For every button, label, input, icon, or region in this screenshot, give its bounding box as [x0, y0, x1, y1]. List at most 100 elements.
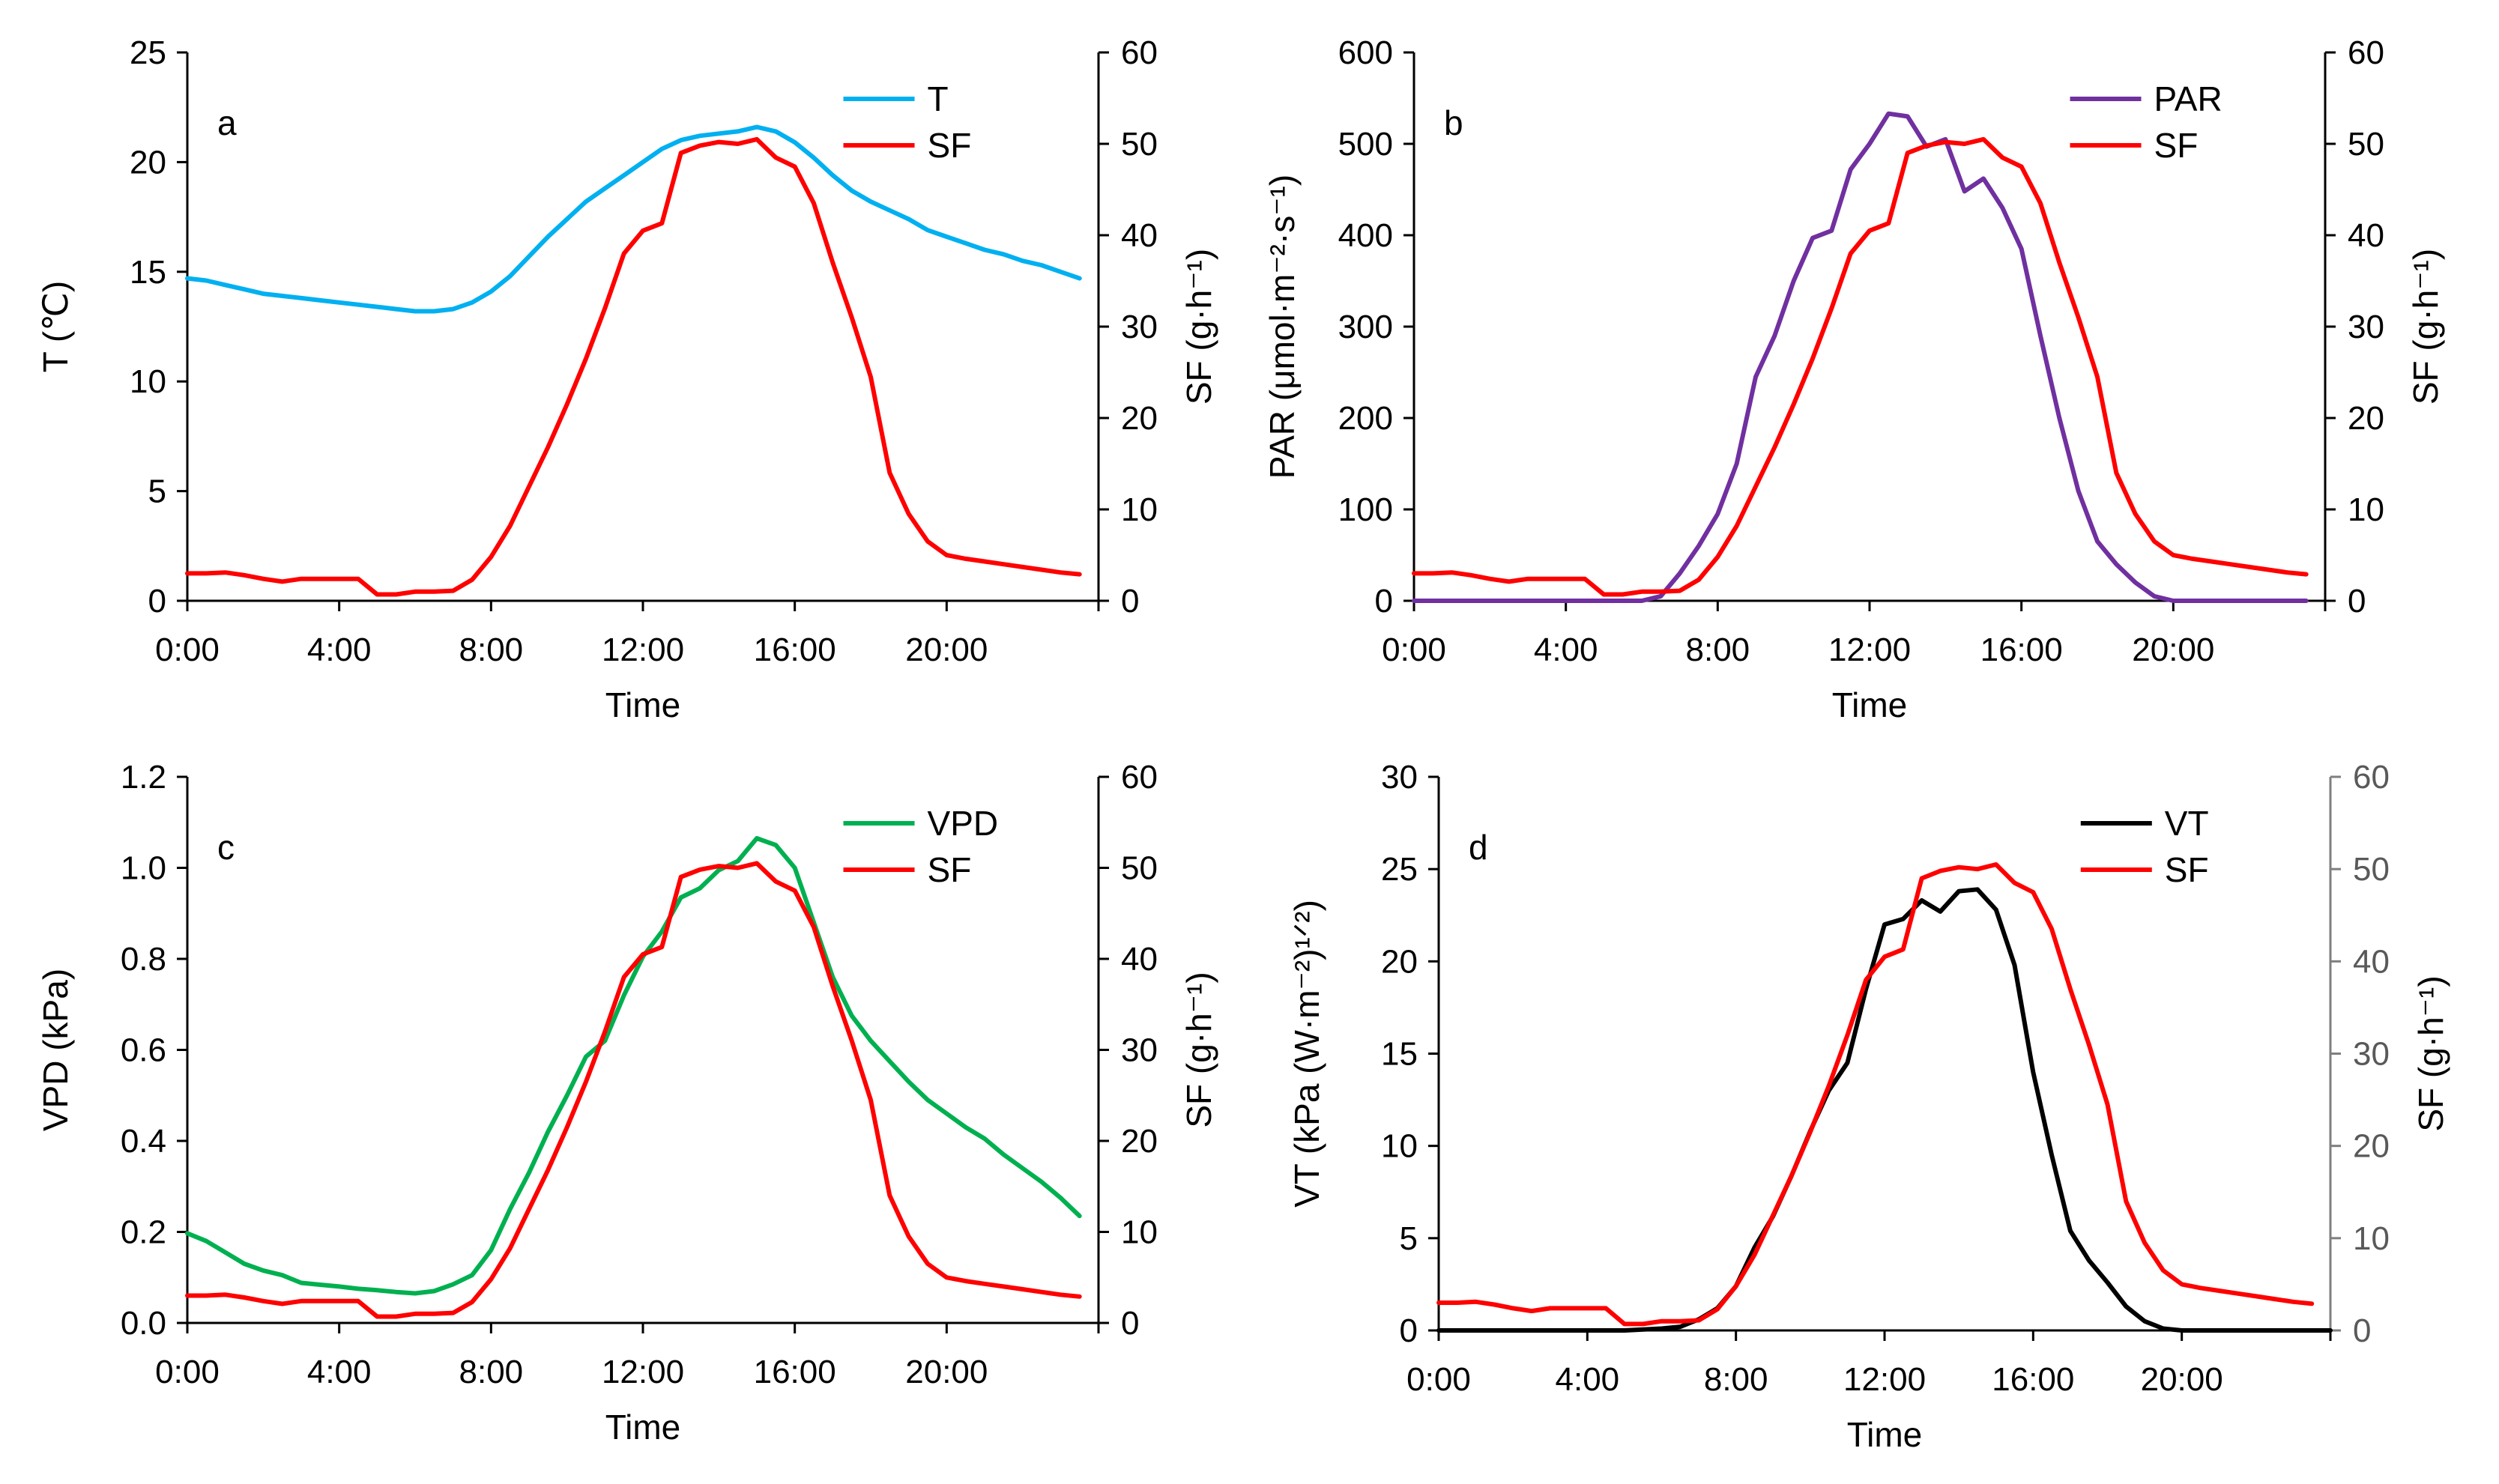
y-right-tick-label: 10: [2348, 491, 2384, 528]
y-right-tick-label: 50: [2348, 126, 2384, 163]
y-right-tick-label: 0: [2353, 1312, 2371, 1349]
y-right-tick-label: 10: [1121, 1214, 1158, 1251]
x-axis-title: Time: [1832, 685, 1908, 724]
legend-label-sf: SF: [928, 126, 972, 165]
x-tick-label: 16:00: [754, 1354, 836, 1390]
series-line-sf: [1436, 862, 2315, 1327]
y-right-tick-label: 20: [2348, 400, 2384, 437]
y-left-axis-title: VT (kPa (W·m⁻²)¹ᐟ²): [1287, 900, 1326, 1208]
y-left-tick-label: 0.6: [121, 1032, 166, 1069]
y-left-tick-label: 0: [1400, 1312, 1418, 1349]
x-tick-label: 4:00: [307, 632, 372, 668]
y-left-tick-label: 0.2: [121, 1214, 166, 1251]
series-line-sf: [185, 861, 1082, 1319]
y-right-tick-label: 60: [1121, 34, 1158, 71]
y-left-tick-label: 0: [148, 583, 166, 620]
x-tick-label: 12:00: [602, 1354, 684, 1390]
y-left-tick-label: 10: [1381, 1128, 1418, 1165]
x-tick-label: 8:00: [1686, 632, 1750, 668]
x-tick-label: 4:00: [1534, 632, 1598, 668]
y-right-tick-label: 30: [2348, 309, 2384, 345]
y-right-tick-label: 0: [2348, 583, 2366, 620]
y-right-tick-label: 40: [2348, 217, 2384, 254]
y-left-tick-label: 1.0: [121, 850, 166, 887]
y-right-tick-label: 0: [1121, 1305, 1139, 1342]
y-right-tick-label: 60: [2348, 34, 2384, 71]
y-right-tick-label: 30: [1121, 1032, 1158, 1069]
panel-letter: b: [1444, 103, 1463, 142]
series-line-sf: [1412, 136, 2309, 597]
y-left-tick-label: 400: [1338, 217, 1393, 254]
x-tick-label: 0:00: [155, 632, 220, 668]
y-left-tick-label: 500: [1338, 126, 1393, 163]
y-right-tick-label: 50: [1121, 126, 1158, 163]
y-left-tick-label: 30: [1381, 759, 1418, 796]
x-tick-label: 8:00: [459, 1354, 524, 1390]
y-left-tick-label: 20: [1381, 943, 1418, 980]
y-right-tick-label: 0: [1121, 583, 1139, 620]
y-left-tick-label: 25: [130, 34, 166, 71]
y-right-tick-label: 20: [1121, 400, 1158, 437]
y-left-tick-label: 600: [1338, 34, 1393, 71]
series-line-vpd: [185, 836, 1082, 1296]
x-tick-label: 12:00: [1843, 1361, 1926, 1398]
y-left-tick-label: 25: [1381, 851, 1418, 888]
series-line-t: [185, 124, 1082, 314]
x-tick-label: 20:00: [2132, 632, 2214, 668]
y-right-tick-label: 40: [1121, 941, 1158, 978]
y-left-tick-label: 0.8: [121, 941, 166, 978]
legend-label-sf: SF: [2165, 850, 2209, 889]
panel-d: 0:00 4:00 8:00 12:00 16:00 20:00 0 5 10 15 20 25 30 0…: [1287, 759, 2450, 1454]
y-right-tick-label: 20: [2353, 1128, 2390, 1165]
y-right-tick-label: 60: [2353, 759, 2390, 796]
x-tick-label: 12:00: [602, 632, 684, 668]
y-right-tick-label: 50: [1121, 850, 1158, 887]
panel-letter: d: [1469, 828, 1488, 867]
y-right-tick-label: 40: [2353, 943, 2390, 980]
y-right-tick-label: 30: [1121, 309, 1158, 345]
legend-label-vt: VT: [2165, 804, 2209, 843]
y-left-tick-label: 0.0: [121, 1305, 166, 1342]
panel-letter: c: [217, 828, 235, 867]
legend-label-sf: SF: [2154, 126, 2199, 165]
x-tick-label: 16:00: [1980, 632, 2063, 668]
y-left-tick-label: 10: [130, 363, 166, 400]
panel-c: 0:00 4:00 8:00 12:00 16:00 20:00 0.0 0.2 0.4 0.6 0…: [36, 759, 1218, 1447]
panel-letter: a: [217, 103, 237, 142]
x-tick-label: 20:00: [905, 632, 988, 668]
x-axis-title: Time: [605, 1408, 681, 1447]
y-left-tick-label: 5: [148, 473, 166, 510]
y-right-axis-title: SF (g·h⁻¹): [2406, 249, 2445, 405]
legend-label-t: T: [928, 79, 949, 118]
y-right-tick-label: 50: [2353, 851, 2390, 888]
x-tick-label: 0:00: [155, 1354, 220, 1390]
y-right-axis-title: SF (g·h⁻¹): [1179, 249, 1218, 405]
y-left-tick-label: 15: [1381, 1036, 1418, 1073]
y-left-tick-label: 5: [1400, 1220, 1418, 1257]
y-left-axis-title: T (℃): [36, 281, 75, 372]
y-right-axis-title: SF (g·h⁻¹): [2411, 975, 2450, 1131]
x-tick-label: 8:00: [459, 632, 524, 668]
x-tick-label: 0:00: [1406, 1361, 1471, 1398]
panel-a: 0:00 4:00 8:00 12:00 16:00 20:00 0 5 10 15 20 25 0 10…: [36, 34, 1218, 724]
x-tick-label: 20:00: [905, 1354, 988, 1390]
y-left-tick-label: 100: [1338, 491, 1393, 528]
y-right-tick-label: 40: [1121, 217, 1158, 254]
x-tick-label: 20:00: [2141, 1361, 2223, 1398]
y-right-tick-label: 60: [1121, 759, 1158, 796]
y-left-axis-title: VPD (kPa): [36, 969, 75, 1131]
x-tick-label: 12:00: [1828, 632, 1911, 668]
series-line-sf: [185, 136, 1082, 597]
x-tick-label: 8:00: [1704, 1361, 1768, 1398]
y-left-tick-label: 1.2: [121, 759, 166, 796]
x-tick-label: 0:00: [1382, 632, 1446, 668]
legend-label-par: PAR: [2154, 79, 2222, 118]
y-right-tick-label: 20: [1121, 1123, 1158, 1160]
y-left-axis-title: PAR (μmol·m⁻²·s⁻¹): [1263, 175, 1302, 479]
x-tick-label: 4:00: [1556, 1361, 1620, 1398]
y-right-tick-label: 10: [2353, 1220, 2390, 1257]
y-left-tick-label: 0.4: [121, 1123, 166, 1160]
x-tick-label: 4:00: [307, 1354, 372, 1390]
x-tick-label: 16:00: [754, 632, 836, 668]
